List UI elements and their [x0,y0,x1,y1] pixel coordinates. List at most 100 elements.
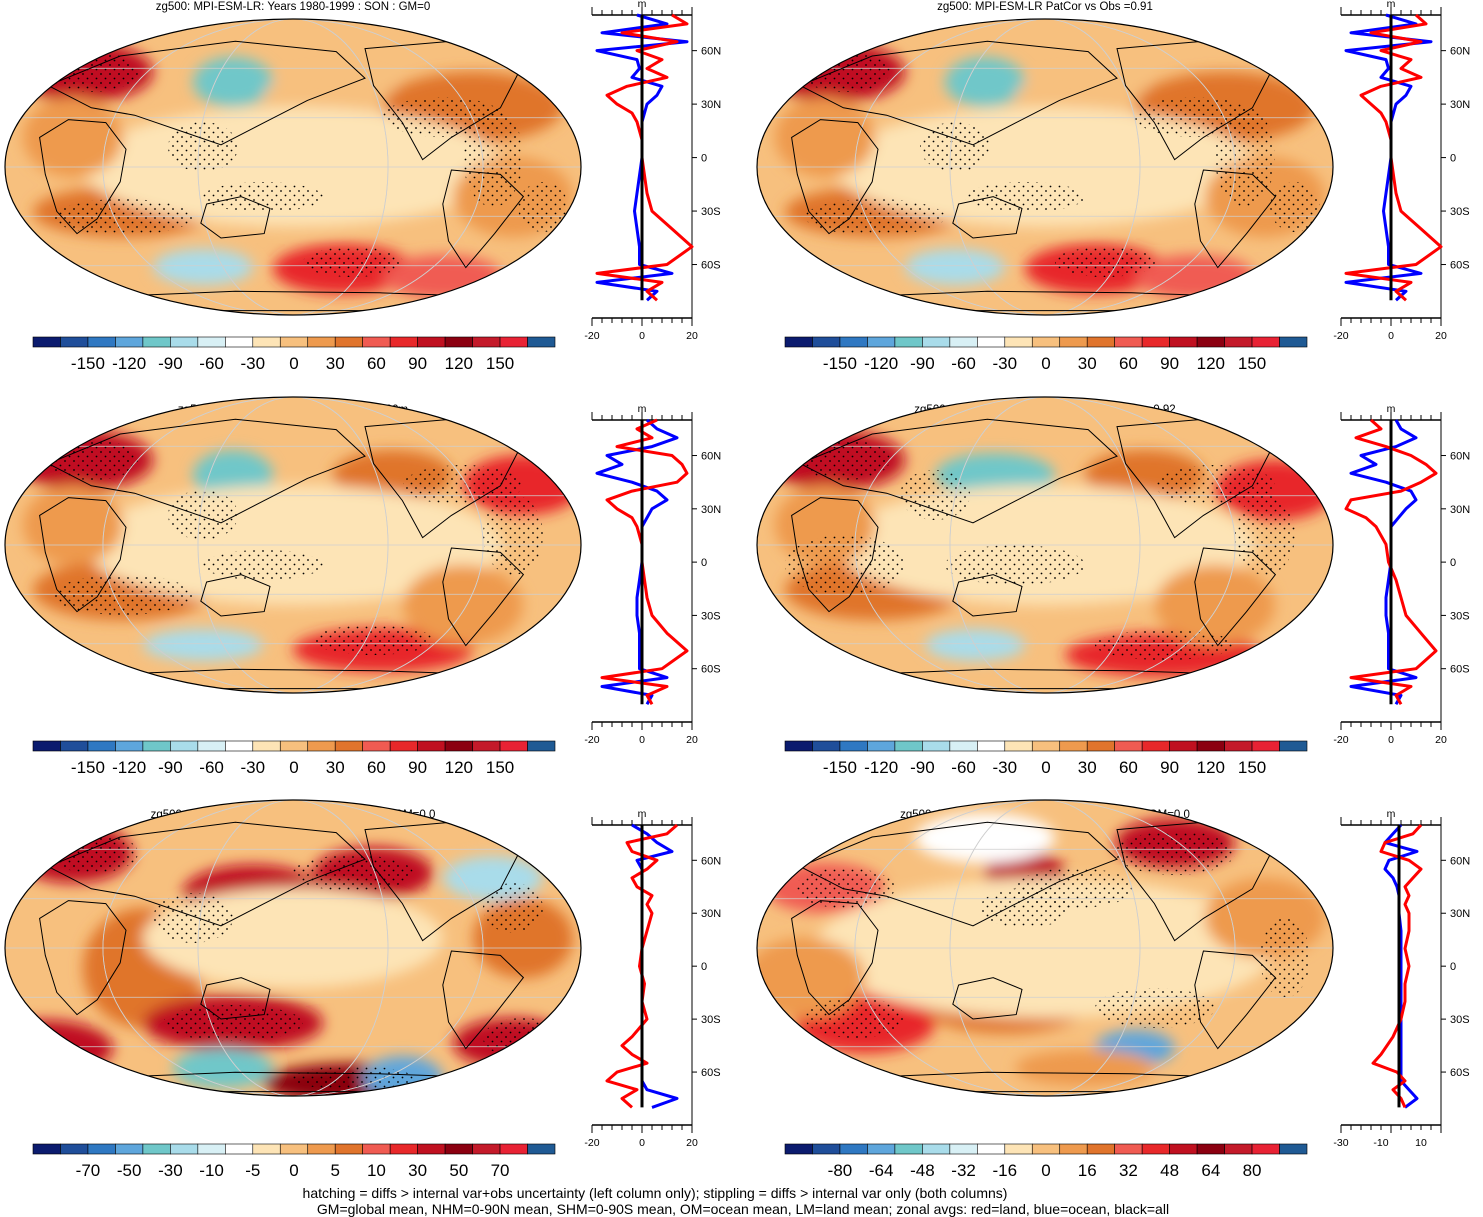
colorbar-label: -120 [112,354,146,373]
colorbar-swatch [444,336,473,348]
colorbar-label: -10 [199,1161,224,1180]
colorbar-swatch [60,740,89,752]
zonal-lat-label: 0 [701,153,707,165]
colorbar-swatch [894,336,923,348]
colorbar-swatch [170,740,199,752]
colorbar-label: 48 [1160,1161,1179,1180]
colorbar-label: 10 [367,1161,386,1180]
zonal-lat-label: 30N [701,99,721,111]
colorbar-swatch [334,1143,363,1155]
colorbar-swatch [867,1143,896,1155]
robinson-map [4,396,582,694]
colorbar-swatch [1114,1143,1143,1155]
colorbar-swatch [115,1143,144,1155]
colorbar-label: -150 [823,354,857,373]
colorbar-label: -48 [910,1161,935,1180]
colorbar-swatch [417,1143,446,1155]
zonal-unit-label: m [638,0,647,10]
colorbar-swatch [142,336,171,348]
map-border [756,18,1334,316]
colorbar-label: -120 [112,758,146,777]
colorbar-label: 60 [1119,354,1138,373]
colorbar-swatch [1004,740,1033,752]
map-border [756,396,1334,694]
colorbar-swatch [1059,336,1088,348]
colorbar-swatch [197,1143,226,1155]
stippling [163,1005,303,1041]
colorbar-swatch [839,740,868,752]
colorbar: -150 -120 -90 -60 -30 0 30 60 90 120 150 [32,740,556,777]
colorbar-swatch [1114,740,1143,752]
colorbar-label: 0 [289,354,298,373]
colorbar-label: -120 [864,354,898,373]
colorbar-label: -90 [910,354,935,373]
colorbar-label: -30 [993,354,1018,373]
colorbar-swatch [32,1143,61,1155]
colorbar-swatch [1141,740,1170,752]
robinson-map [756,396,1334,694]
stippling [1095,988,1215,1028]
colorbar-swatch [1031,336,1061,348]
panel-1: zg500: MPI-ESM-LR: Years 1980-1999 : SON… [4,0,721,373]
stippling [785,535,905,595]
land-zonal-line [1371,823,1423,1109]
colorbar-label: -70 [76,1161,101,1180]
colorbar-swatch [362,740,391,752]
colorbar-swatch [279,740,309,752]
colorbar-swatch [225,740,254,752]
zonal-lat-label: 60S [1450,664,1470,676]
colorbar-label: 90 [408,354,427,373]
stippling [1155,465,1275,505]
colorbar-label: 5 [330,1161,339,1180]
map-border [756,799,1334,1097]
colorbar-label: 0 [1041,354,1050,373]
colorbar-swatch [1141,336,1170,348]
colorbar-label: -120 [864,758,898,777]
colorbar-label: -60 [199,758,224,777]
colorbar-label: -90 [158,758,183,777]
colorbar-label: -150 [823,758,857,777]
zonal-x-tick: 20 [686,330,698,342]
stippling [518,182,568,232]
land-zonal-line [600,418,689,705]
zonal-lat-label: 0 [1450,961,1456,973]
zonal-x-tick: -20 [584,330,599,342]
colorbar-swatch [1251,1143,1280,1155]
colorbar-swatch [87,1143,116,1155]
colorbar-label: -50 [117,1161,142,1180]
colorbar-swatch [60,336,89,348]
colorbar-swatch [389,336,418,348]
stippling [168,490,238,540]
colorbar-swatch [142,1143,171,1155]
stippling [403,465,523,505]
stippling [920,122,990,172]
map-border [4,18,582,316]
colorbar-swatch [1031,740,1061,752]
stippling [293,855,413,891]
colorbar-label: 30 [1078,354,1097,373]
colorbar-swatch [894,1143,923,1155]
zonal-unit-label: m [1387,403,1396,415]
stippling [1215,107,1275,207]
colorbar-label: 120 [1197,758,1225,777]
zonal-lat-label: 60S [1450,1067,1470,1079]
coastlines [791,418,1277,690]
zonal-x-tick: -10 [1373,1137,1388,1149]
colorbar-swatch [252,336,281,348]
colorbar-swatch [812,740,841,752]
colorbar-swatch [977,1143,1006,1155]
zonal-lat-label: 60S [1450,260,1470,272]
zonal-mean-plot: m 60N 30N 0 30S 60S -20 0 20 [584,403,721,746]
colorbar-label: 60 [367,354,386,373]
colorbar-swatch [362,1143,391,1155]
panel-title: zg500: MPI-ESM-LR: Years 1980-1999 : SON… [156,1,431,13]
colorbar-swatch [949,740,978,752]
ocean-zonal-line [1383,823,1419,1109]
colorbar-label: -80 [828,1161,853,1180]
colorbar-label: -5 [245,1161,260,1180]
ocean-zonal-line [595,418,679,705]
colorbar: -150 -120 -90 -60 -30 0 30 60 90 120 150 [784,740,1308,777]
zonal-lat-label: 0 [1450,557,1456,569]
colorbar-swatch [1251,740,1280,752]
colorbar-swatch [225,336,254,348]
